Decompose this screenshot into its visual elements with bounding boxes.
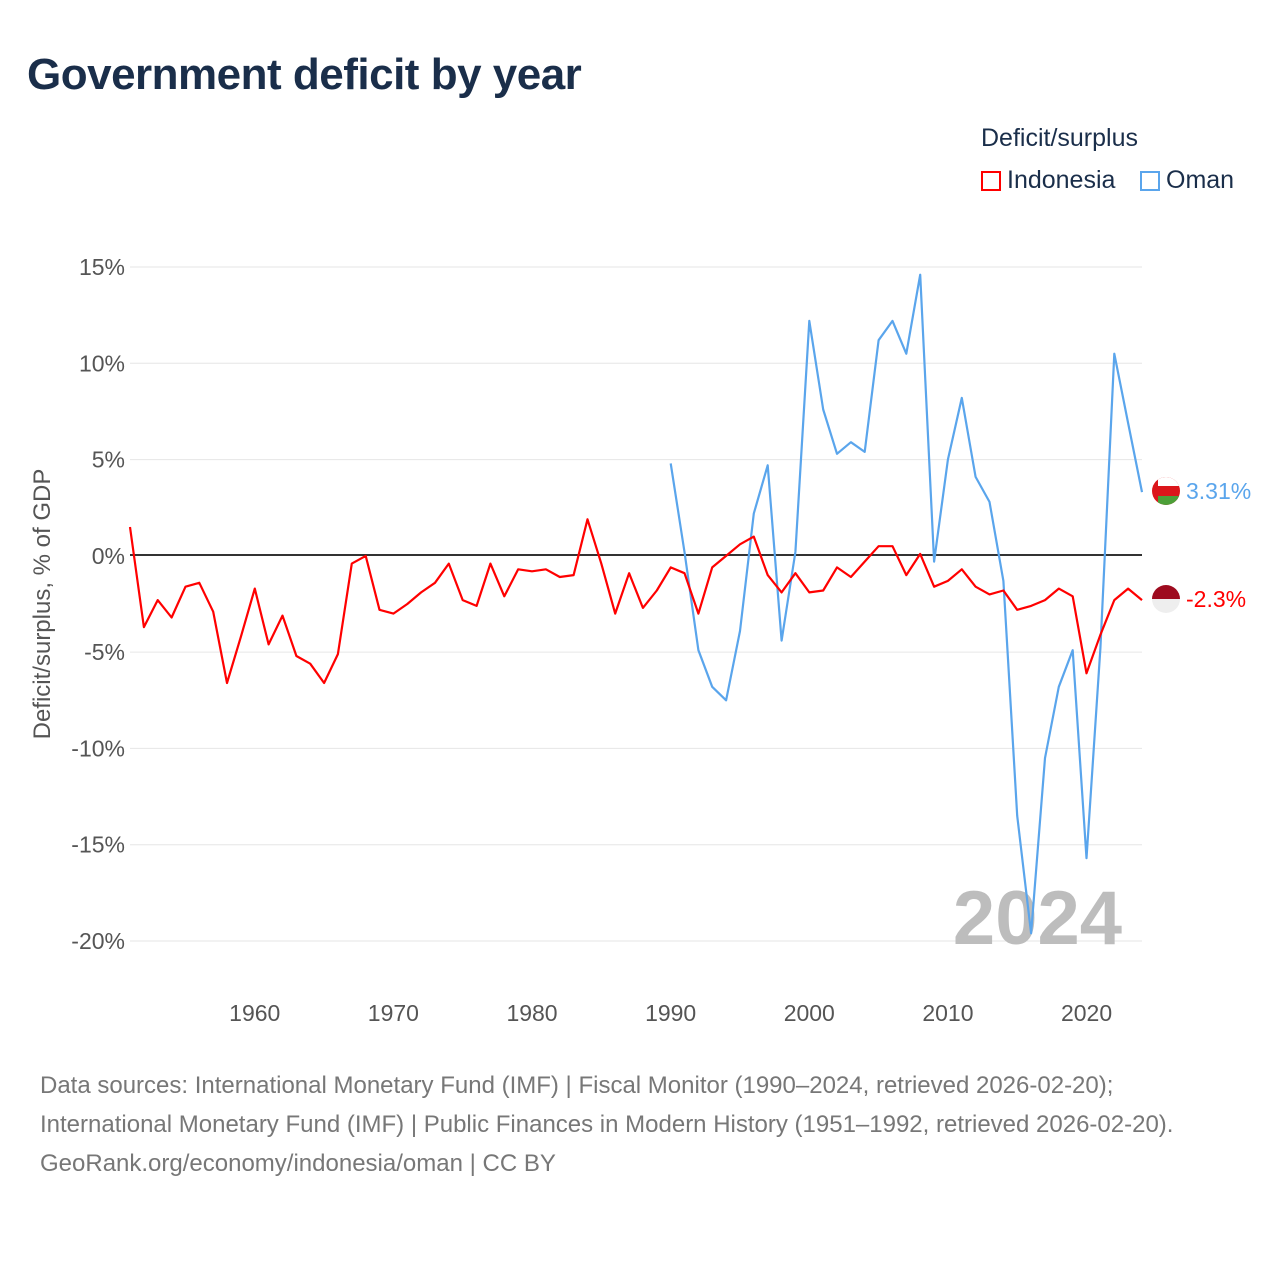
x-tick-label: 1960 — [229, 1000, 280, 1026]
legend-title: Deficit/surplus — [981, 124, 1138, 152]
series-line-oman[interactable] — [669, 273, 1144, 935]
x-tick-label: 1970 — [368, 1000, 419, 1026]
legend-item-oman[interactable]: Oman — [1140, 166, 1234, 195]
x-tick-label: 2010 — [922, 1000, 973, 1026]
credit-link[interactable]: GeoRank.org/economy/indonesia/oman | CC … — [40, 1150, 556, 1177]
end-label-indonesia: -2.3% — [1186, 586, 1246, 612]
y-tick-label: 15% — [79, 254, 125, 280]
y-tick-label: -20% — [71, 928, 125, 954]
legend-swatch-indonesia — [981, 170, 1001, 191]
x-tick-label: 2020 — [1061, 1000, 1112, 1026]
y-axis-label: Deficit/surplus, % of GDP — [29, 469, 56, 740]
chart-title: Government deficit by year — [27, 50, 582, 99]
oman-flag-icon — [1152, 477, 1180, 505]
series-line-indonesia[interactable] — [128, 518, 1143, 685]
y-tick-label: 10% — [79, 350, 125, 376]
legend-item-indonesia[interactable]: Indonesia — [981, 166, 1115, 195]
data-sources: Data sources: International Monetary Fun… — [40, 1072, 1174, 1138]
legend-label: Oman — [1166, 166, 1235, 194]
footer: Data sources: International Monetary Fun… — [40, 1066, 1240, 1183]
y-tick-label: 5% — [92, 447, 125, 473]
y-tick-label: 0% — [92, 543, 125, 569]
plot-area: 15% 10% 5% 0% -5% -10% -15% -20% 1960 1970 1980 199… — [29, 254, 1251, 1026]
y-tick-label: -5% — [84, 639, 125, 665]
y-tick-label: -10% — [71, 735, 125, 761]
indonesia-flag-icon — [1152, 585, 1180, 613]
x-tick-label: 1990 — [645, 1000, 696, 1026]
legend-label: Indonesia — [1007, 166, 1116, 194]
y-tick-label: -15% — [71, 832, 125, 858]
year-watermark: 2024 — [953, 876, 1122, 961]
legend-swatch-oman — [1140, 170, 1160, 191]
x-tick-label: 2000 — [784, 1000, 835, 1026]
x-tick-label: 1980 — [506, 1000, 557, 1026]
end-label-oman: 3.31% — [1186, 478, 1251, 504]
